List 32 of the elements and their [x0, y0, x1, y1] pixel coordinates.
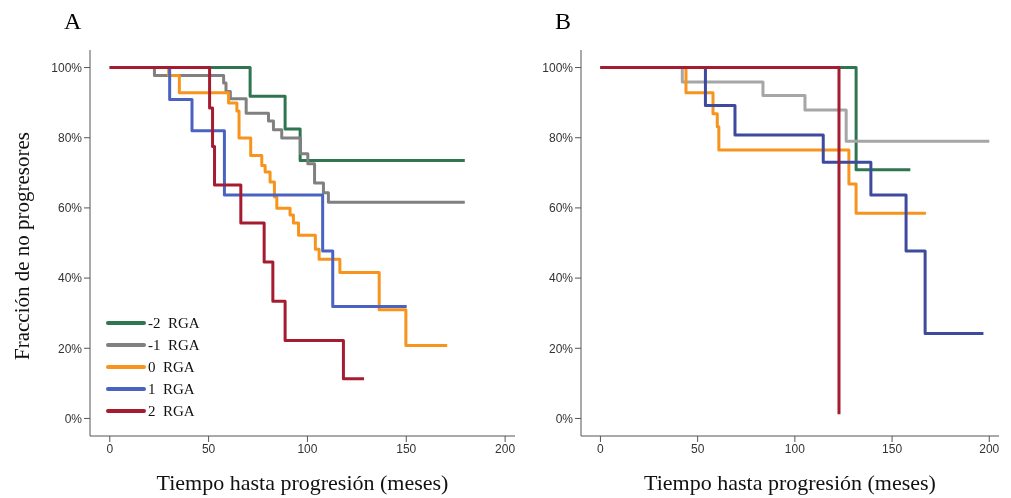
y-tick-label: 20%: [57, 341, 83, 356]
y-tick-label: 80%: [548, 130, 574, 145]
x-tick-label: 0: [597, 441, 605, 456]
x-tick-label: 50: [201, 441, 216, 456]
y-tick-label: 40%: [57, 271, 83, 286]
chart-title: B: [555, 8, 572, 35]
x-tick-label: 50: [690, 441, 705, 456]
legend-label: -2 RGA: [148, 314, 200, 332]
x-tick-label: 100: [297, 441, 318, 456]
y-tick-label: 20%: [548, 341, 574, 356]
y-tick-label: 60%: [57, 201, 83, 216]
y-tick-label: 80%: [57, 130, 83, 145]
x-tick-label: 100: [784, 441, 806, 456]
y-tick-label: 60%: [548, 201, 574, 216]
legend-label: -1 RGA: [148, 336, 200, 354]
x-axis-title: Tiempo hasta progresión (meses): [156, 470, 449, 495]
y-tick-label: 100%: [51, 60, 83, 75]
y-tick-label: 40%: [548, 271, 574, 286]
x-axis-title: Tiempo hasta progresión (meses): [644, 470, 936, 495]
x-tick-label: 150: [882, 441, 903, 456]
y-axis-title: Fracción de no progresores: [9, 131, 35, 361]
y-tick-label: 0%: [555, 411, 574, 426]
x-tick-label: 0: [106, 441, 114, 456]
x-tick-label: 150: [396, 441, 417, 456]
chart-title: A: [64, 8, 82, 35]
y-tick-label: 100%: [542, 60, 574, 75]
x-tick-label: 200: [495, 441, 516, 456]
legend-label: 0 RGA: [148, 358, 195, 376]
y-tick-label: 0%: [64, 411, 83, 426]
x-tick-label: 200: [979, 441, 1000, 456]
legend-label: 2 RGA: [148, 402, 195, 420]
legend-label: 1 RGA: [148, 380, 195, 398]
